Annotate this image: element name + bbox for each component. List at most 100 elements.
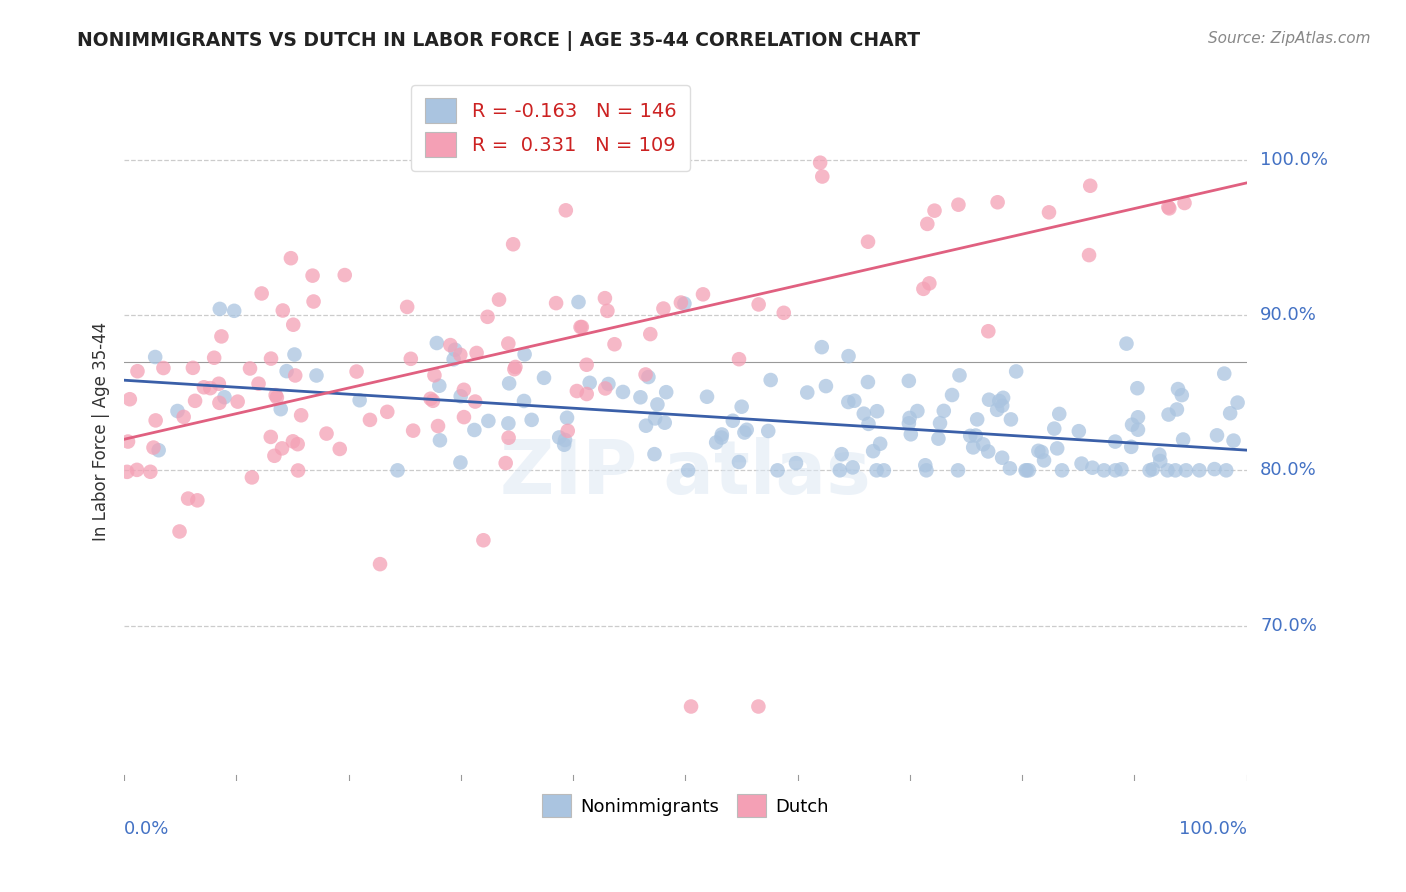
Point xyxy=(634,368,657,382)
Legend: Nonimmigrants, Dutch: Nonimmigrants, Dutch xyxy=(536,787,835,824)
Point xyxy=(283,347,305,361)
Point xyxy=(449,456,471,470)
Point xyxy=(991,391,1014,405)
Point xyxy=(810,340,832,354)
Point xyxy=(125,463,148,477)
Point xyxy=(1157,200,1180,214)
Point xyxy=(1067,424,1090,438)
Point xyxy=(193,380,215,394)
Point xyxy=(692,287,714,301)
Point xyxy=(838,349,860,363)
Point xyxy=(449,348,471,362)
Point xyxy=(287,463,309,477)
Point xyxy=(247,376,270,391)
Point xyxy=(837,395,859,409)
Point xyxy=(186,493,208,508)
Point xyxy=(498,376,520,391)
Point xyxy=(900,427,922,442)
Text: Source: ZipAtlas.com: Source: ZipAtlas.com xyxy=(1208,31,1371,46)
Point xyxy=(1014,463,1036,477)
Text: 80.0%: 80.0% xyxy=(1260,461,1317,479)
Point xyxy=(143,350,166,364)
Point xyxy=(1000,412,1022,426)
Point xyxy=(986,402,1008,417)
Point xyxy=(869,436,891,450)
Point xyxy=(652,301,675,316)
Point xyxy=(1188,463,1211,477)
Point xyxy=(553,438,575,452)
Point xyxy=(152,361,174,376)
Point xyxy=(912,282,935,296)
Point xyxy=(929,416,952,430)
Point xyxy=(1213,367,1236,381)
Point xyxy=(567,295,589,310)
Point xyxy=(856,235,879,249)
Point xyxy=(735,423,758,437)
Point xyxy=(426,336,449,351)
Point xyxy=(520,413,543,427)
Point xyxy=(924,203,946,218)
Point xyxy=(546,296,568,310)
Point xyxy=(811,169,834,184)
Point xyxy=(1047,407,1070,421)
Point xyxy=(1159,202,1181,216)
Point xyxy=(728,352,751,367)
Point xyxy=(305,368,328,383)
Point xyxy=(966,412,988,426)
Point xyxy=(214,390,236,404)
Point xyxy=(634,418,657,433)
Point xyxy=(593,291,616,305)
Text: 70.0%: 70.0% xyxy=(1260,616,1317,635)
Text: NONIMMIGRANTS VS DUTCH IN LABOR FORCE | AGE 35-44 CORRELATION CHART: NONIMMIGRANTS VS DUTCH IN LABOR FORCE | … xyxy=(77,31,921,51)
Point xyxy=(866,404,889,418)
Point xyxy=(276,364,298,378)
Point xyxy=(1078,178,1101,193)
Point xyxy=(368,557,391,571)
Point xyxy=(1038,205,1060,219)
Point xyxy=(603,337,626,351)
Point xyxy=(333,268,356,282)
Point xyxy=(965,428,987,442)
Point xyxy=(1043,422,1066,436)
Point xyxy=(1149,454,1171,468)
Point xyxy=(359,413,381,427)
Point xyxy=(427,378,450,392)
Point xyxy=(555,410,578,425)
Point xyxy=(914,458,936,473)
Point xyxy=(959,429,981,443)
Point xyxy=(569,320,592,334)
Point xyxy=(1050,463,1073,477)
Point xyxy=(429,434,451,448)
Point xyxy=(756,424,779,438)
Point xyxy=(240,470,263,484)
Point xyxy=(1078,248,1101,262)
Point xyxy=(1126,381,1149,395)
Point xyxy=(557,424,579,438)
Point xyxy=(402,424,425,438)
Point xyxy=(505,359,527,374)
Point xyxy=(1028,443,1050,458)
Point xyxy=(977,324,1000,338)
Point xyxy=(1173,196,1195,211)
Point xyxy=(200,381,222,395)
Point xyxy=(250,286,273,301)
Point xyxy=(710,427,733,442)
Point xyxy=(498,417,520,431)
Point xyxy=(184,393,207,408)
Point xyxy=(115,465,138,479)
Point xyxy=(1175,463,1198,477)
Point xyxy=(173,409,195,424)
Point xyxy=(948,197,970,211)
Point xyxy=(917,217,939,231)
Point xyxy=(977,444,1000,458)
Text: 100.0%: 100.0% xyxy=(1178,820,1247,838)
Point xyxy=(477,414,499,428)
Point xyxy=(422,393,444,408)
Point xyxy=(1171,388,1194,402)
Point xyxy=(766,463,789,477)
Point xyxy=(1157,408,1180,422)
Point xyxy=(1156,463,1178,477)
Point xyxy=(927,432,949,446)
Point xyxy=(1104,434,1126,449)
Point xyxy=(127,364,149,378)
